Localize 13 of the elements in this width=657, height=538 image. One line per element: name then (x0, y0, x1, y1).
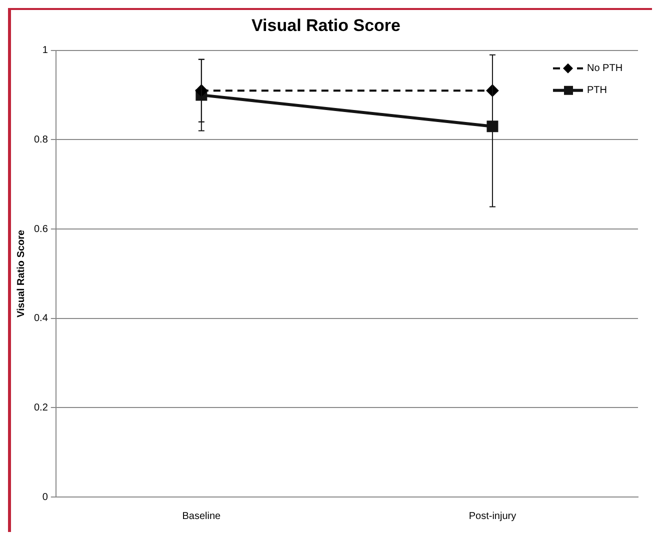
x-tick-label: Post-injury (468, 510, 516, 522)
legend-label: PTH (587, 85, 607, 96)
x-tick-label: Baseline (182, 510, 222, 522)
y-tick-label: 0 (42, 492, 48, 503)
point (486, 120, 498, 132)
y-tick-label: 0.8 (34, 134, 48, 146)
legend-label: No PTH (587, 63, 623, 74)
y-tick-label: 0.4 (34, 313, 48, 324)
y-tick-label: 0.6 (34, 224, 48, 235)
y-axis-title: Visual Ratio Score (16, 229, 27, 318)
y-tick-label: 1 (42, 45, 48, 56)
chart-title: Visual Ratio Score (252, 16, 400, 35)
y-tick-label: 0.2 (34, 402, 48, 414)
